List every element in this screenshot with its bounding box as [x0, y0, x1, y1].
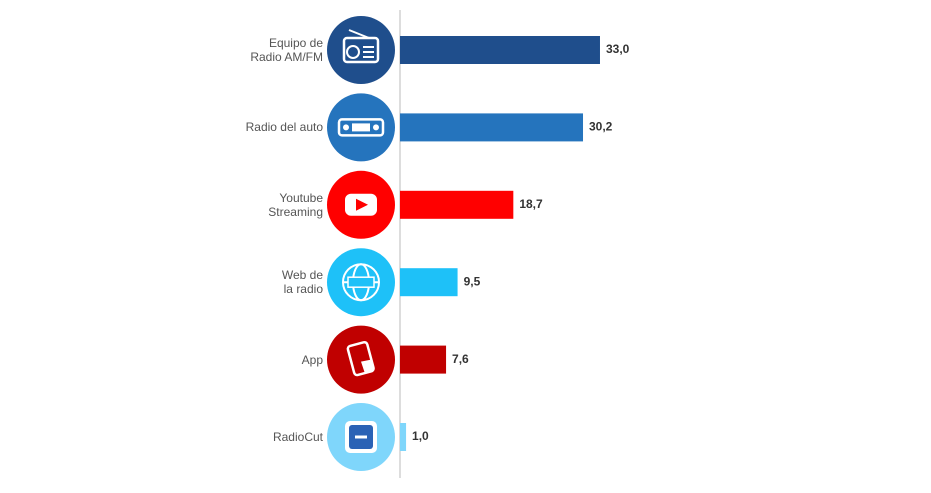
icon	[345, 193, 377, 216]
icon-glyph	[348, 29, 370, 39]
icon	[342, 263, 380, 302]
icon-glyph	[346, 45, 360, 59]
value-label: 33,0	[606, 42, 630, 56]
icon-glyph	[346, 340, 375, 377]
bar	[400, 345, 447, 374]
icon-glyph	[356, 198, 368, 211]
bar	[400, 113, 584, 142]
value-label: 18,7	[519, 197, 543, 211]
category-label: RadioCut	[272, 430, 323, 444]
category-label: Radio del auto	[245, 120, 323, 135]
icon-glyph	[342, 36, 380, 64]
value-label: 9,5	[464, 274, 481, 288]
value-label: 7,6	[452, 352, 469, 366]
category-label: Youtube Streaming	[268, 190, 323, 219]
value-label: 1,0	[412, 429, 429, 443]
icon	[346, 340, 375, 377]
icon-glyph	[347, 276, 375, 288]
value-label: 30,2	[589, 120, 613, 134]
icon-circle	[327, 325, 395, 394]
icon	[337, 118, 385, 137]
icon-glyph	[361, 359, 373, 374]
icon-glyph	[352, 123, 370, 132]
icon-glyph	[373, 124, 379, 131]
category-label: App	[301, 352, 323, 367]
icon-glyph	[343, 124, 349, 131]
bar	[400, 190, 514, 219]
icon-glyph	[337, 118, 385, 137]
icon	[345, 421, 377, 453]
bar	[400, 423, 407, 451]
category-label: Web de la radio	[281, 268, 323, 297]
bar	[400, 268, 458, 297]
category-label: Equipo de Radio AM/FM	[250, 36, 323, 64]
icon	[342, 29, 380, 64]
icon-circle	[327, 16, 395, 84]
bar	[400, 36, 600, 64]
